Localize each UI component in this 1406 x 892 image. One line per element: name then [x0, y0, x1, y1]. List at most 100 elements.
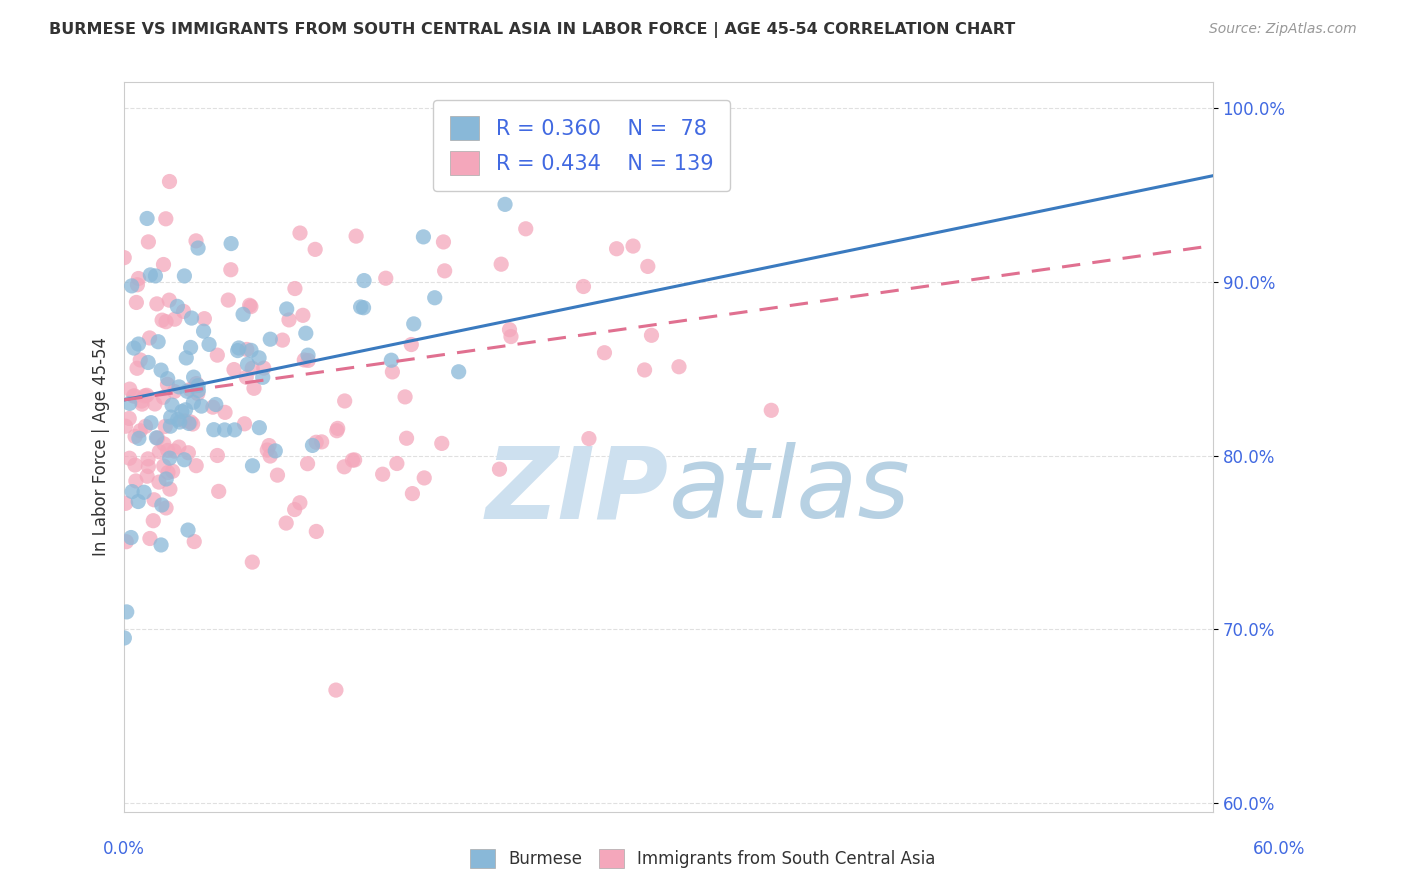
Point — [606, 242, 628, 256]
Point — [131, 397, 153, 411]
Point — [159, 451, 181, 466]
Point — [167, 380, 190, 394]
Point — [159, 482, 181, 496]
Point — [152, 458, 174, 473]
Point — [153, 437, 176, 451]
Point — [240, 361, 263, 376]
Point — [139, 532, 162, 546]
Point — [176, 384, 198, 399]
Legend: R = 0.360    N =  78, R = 0.434    N = 139: R = 0.360 N = 78, R = 0.434 N = 139 — [433, 100, 730, 192]
Point — [173, 304, 195, 318]
Point — [186, 458, 208, 473]
Point — [432, 235, 454, 249]
Point — [198, 337, 221, 351]
Point — [114, 419, 136, 434]
Point — [186, 376, 208, 391]
Point — [125, 474, 148, 488]
Point — [430, 436, 453, 450]
Point — [181, 417, 204, 431]
Point — [326, 424, 349, 438]
Point — [112, 251, 135, 265]
Point — [167, 440, 190, 454]
Text: Source: ZipAtlas.com: Source: ZipAtlas.com — [1209, 22, 1357, 37]
Point — [183, 395, 205, 409]
Point — [152, 390, 174, 404]
Point — [276, 301, 298, 316]
Point — [132, 485, 155, 500]
Point — [163, 384, 186, 399]
Point — [236, 343, 259, 357]
Point — [498, 323, 520, 337]
Point — [155, 419, 177, 434]
Point — [183, 534, 205, 549]
Point — [112, 631, 135, 645]
Point — [374, 271, 396, 285]
Point — [155, 472, 177, 486]
Point — [488, 462, 510, 476]
Point — [240, 555, 263, 569]
Point — [214, 423, 236, 437]
Point — [187, 378, 209, 392]
Point — [159, 410, 181, 425]
Point — [121, 279, 143, 293]
Point — [180, 415, 202, 429]
Point — [163, 312, 186, 326]
Point — [515, 222, 537, 236]
Point — [219, 262, 242, 277]
Point — [122, 389, 145, 403]
Point — [259, 449, 281, 463]
Point — [353, 301, 375, 315]
Point — [152, 258, 174, 272]
Point — [201, 400, 224, 414]
Point — [593, 345, 616, 359]
Point — [173, 414, 195, 428]
Point — [276, 516, 298, 530]
Point — [226, 343, 249, 358]
Point — [325, 683, 347, 698]
Point — [401, 486, 423, 500]
Point — [187, 384, 209, 398]
Point — [489, 257, 512, 271]
Point — [371, 467, 394, 482]
Point — [156, 372, 179, 386]
Point — [253, 361, 276, 376]
Point — [343, 453, 366, 467]
Point — [146, 334, 169, 349]
Point — [162, 464, 184, 478]
Point — [174, 402, 197, 417]
Text: atlas: atlas — [668, 442, 910, 539]
Point — [143, 492, 166, 507]
Point — [115, 605, 138, 619]
Point — [155, 211, 177, 226]
Point — [136, 355, 159, 369]
Point — [494, 197, 516, 211]
Point — [207, 348, 229, 362]
Point — [145, 268, 167, 283]
Point — [127, 277, 149, 292]
Point — [217, 293, 239, 307]
Point — [247, 420, 270, 434]
Point — [297, 348, 319, 362]
Point — [145, 431, 167, 445]
Point — [138, 235, 160, 249]
Point — [333, 459, 356, 474]
Point — [118, 411, 141, 425]
Point — [180, 341, 202, 355]
Point — [291, 308, 314, 322]
Point — [344, 229, 367, 244]
Point — [637, 260, 659, 274]
Point — [179, 383, 201, 397]
Point — [150, 538, 173, 552]
Point — [193, 311, 215, 326]
Text: ZIP: ZIP — [485, 442, 668, 539]
Point — [174, 351, 197, 365]
Point — [166, 412, 188, 426]
Point — [499, 329, 522, 343]
Point — [247, 351, 270, 365]
Point — [143, 397, 166, 411]
Point — [160, 398, 183, 412]
Point — [232, 307, 254, 321]
Point — [173, 268, 195, 283]
Point — [139, 416, 162, 430]
Point — [239, 300, 262, 314]
